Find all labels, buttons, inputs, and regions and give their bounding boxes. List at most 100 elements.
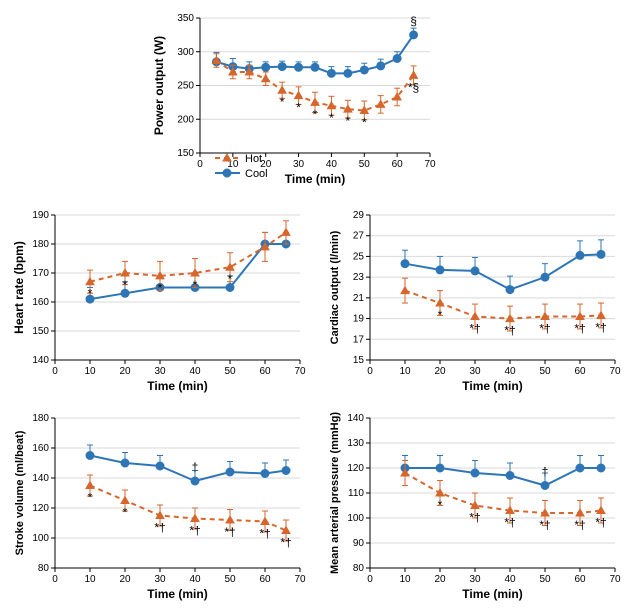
svg-text:50: 50 bbox=[539, 574, 551, 585]
svg-text:30: 30 bbox=[154, 366, 166, 377]
svg-text:*†: *† bbox=[574, 518, 585, 532]
svg-text:†: † bbox=[542, 465, 549, 479]
svg-text:60: 60 bbox=[574, 574, 586, 585]
svg-text:60: 60 bbox=[259, 366, 271, 377]
svg-text:*: * bbox=[88, 287, 93, 301]
svg-text:190: 190 bbox=[32, 210, 49, 221]
svg-text:140: 140 bbox=[32, 473, 49, 484]
svg-text:120: 120 bbox=[32, 503, 49, 514]
svg-text:80: 80 bbox=[353, 563, 365, 574]
svg-text:Time (min): Time (min) bbox=[462, 379, 522, 393]
svg-text:19: 19 bbox=[353, 314, 365, 325]
svg-text:*: * bbox=[228, 272, 233, 286]
svg-text:Time (min): Time (min) bbox=[462, 587, 522, 601]
svg-text:100: 100 bbox=[347, 513, 364, 524]
stroke-volume-chart: 01020304050607080100120140160180Time (mi… bbox=[10, 408, 310, 603]
power-output-chart: 010203040506070150200250300350Time (min)… bbox=[150, 8, 440, 188]
svg-text:0: 0 bbox=[197, 159, 203, 170]
svg-text:180: 180 bbox=[32, 413, 49, 424]
svg-text:70: 70 bbox=[609, 366, 621, 377]
svg-text:*: * bbox=[88, 491, 93, 505]
svg-text:20: 20 bbox=[434, 574, 446, 585]
svg-text:80: 80 bbox=[38, 563, 50, 574]
svg-text:350: 350 bbox=[177, 13, 194, 24]
svg-text:140: 140 bbox=[32, 355, 49, 366]
svg-text:150: 150 bbox=[32, 326, 49, 337]
svg-text:0: 0 bbox=[52, 574, 58, 585]
svg-text:*†: *† bbox=[469, 322, 480, 336]
svg-text:100: 100 bbox=[32, 533, 49, 544]
svg-text:25: 25 bbox=[353, 251, 365, 262]
svg-text:70: 70 bbox=[294, 574, 306, 585]
svg-text:*§: *§ bbox=[408, 80, 419, 94]
svg-text:29: 29 bbox=[353, 210, 365, 221]
svg-text:*†: *† bbox=[539, 518, 550, 532]
svg-text:*: * bbox=[313, 107, 318, 121]
svg-text:20: 20 bbox=[434, 366, 446, 377]
svg-text:*†: *† bbox=[539, 322, 550, 336]
svg-text:40: 40 bbox=[504, 366, 516, 377]
svg-text:§: § bbox=[410, 14, 417, 28]
svg-text:40: 40 bbox=[189, 366, 201, 377]
svg-text:90: 90 bbox=[353, 538, 365, 549]
svg-text:*†: *† bbox=[595, 320, 606, 334]
svg-text:170: 170 bbox=[32, 268, 49, 279]
svg-text:Stroke volume (ml/beat): Stroke volume (ml/beat) bbox=[14, 430, 26, 555]
svg-text:Time (min): Time (min) bbox=[147, 379, 207, 393]
svg-text:Power output (W): Power output (W) bbox=[152, 36, 166, 135]
svg-text:*: * bbox=[123, 278, 128, 292]
svg-text:150: 150 bbox=[177, 148, 194, 159]
svg-text:50: 50 bbox=[539, 366, 551, 377]
svg-text:160: 160 bbox=[32, 443, 49, 454]
svg-text:30: 30 bbox=[293, 159, 305, 170]
svg-text:10: 10 bbox=[399, 574, 411, 585]
svg-text:*: * bbox=[123, 506, 128, 520]
svg-text:Time (min): Time (min) bbox=[285, 172, 345, 186]
svg-text:23: 23 bbox=[353, 272, 365, 283]
svg-text:*†: *† bbox=[280, 536, 291, 550]
svg-text:*: * bbox=[329, 111, 334, 125]
svg-text:*†: *† bbox=[224, 525, 235, 539]
svg-text:*†: *† bbox=[154, 521, 165, 535]
svg-text:15: 15 bbox=[353, 355, 365, 366]
svg-text:0: 0 bbox=[52, 366, 58, 377]
svg-text:Heart rate (bpm): Heart rate (bpm) bbox=[12, 241, 26, 334]
svg-text:50: 50 bbox=[224, 574, 236, 585]
svg-text:Time (min): Time (min) bbox=[147, 587, 207, 601]
svg-text:*: * bbox=[438, 498, 443, 512]
svg-text:40: 40 bbox=[189, 574, 201, 585]
svg-text:10: 10 bbox=[84, 366, 96, 377]
svg-text:17: 17 bbox=[353, 334, 365, 345]
svg-text:60: 60 bbox=[574, 366, 586, 377]
svg-text:Cardiac output (l/min): Cardiac output (l/min) bbox=[329, 230, 341, 344]
svg-text:20: 20 bbox=[119, 574, 131, 585]
svg-text:*†: *† bbox=[504, 324, 515, 338]
legend-cool-label: Cool bbox=[245, 168, 268, 180]
svg-text:70: 70 bbox=[294, 366, 306, 377]
svg-text:10: 10 bbox=[399, 366, 411, 377]
svg-text:†: † bbox=[192, 460, 199, 474]
svg-text:20: 20 bbox=[119, 366, 131, 377]
svg-text:*†: *† bbox=[469, 511, 480, 525]
svg-text:0: 0 bbox=[367, 366, 373, 377]
heart-rate-chart: 010203040506070140150160170180190Time (m… bbox=[10, 205, 310, 395]
svg-text:250: 250 bbox=[177, 81, 194, 92]
svg-text:70: 70 bbox=[424, 159, 436, 170]
svg-text:140: 140 bbox=[347, 413, 364, 424]
legend-hot-label: Hot bbox=[245, 153, 262, 165]
svg-text:30: 30 bbox=[469, 366, 481, 377]
svg-text:60: 60 bbox=[259, 574, 271, 585]
svg-text:*†: *† bbox=[504, 516, 515, 530]
svg-text:180: 180 bbox=[32, 239, 49, 250]
svg-text:*: * bbox=[193, 278, 198, 292]
svg-text:10: 10 bbox=[84, 574, 96, 585]
arterial-pressure-chart: 0102030405060708090100110120130140Time (… bbox=[325, 408, 625, 603]
svg-text:*: * bbox=[346, 114, 351, 128]
svg-text:60: 60 bbox=[392, 159, 404, 170]
svg-text:110: 110 bbox=[348, 488, 364, 499]
svg-text:160: 160 bbox=[32, 297, 49, 308]
svg-text:200: 200 bbox=[177, 114, 194, 125]
cardiac-output-chart: 0102030405060701517192123252729Time (min… bbox=[325, 205, 625, 395]
svg-text:0: 0 bbox=[367, 574, 373, 585]
svg-text:*†: *† bbox=[595, 516, 606, 530]
